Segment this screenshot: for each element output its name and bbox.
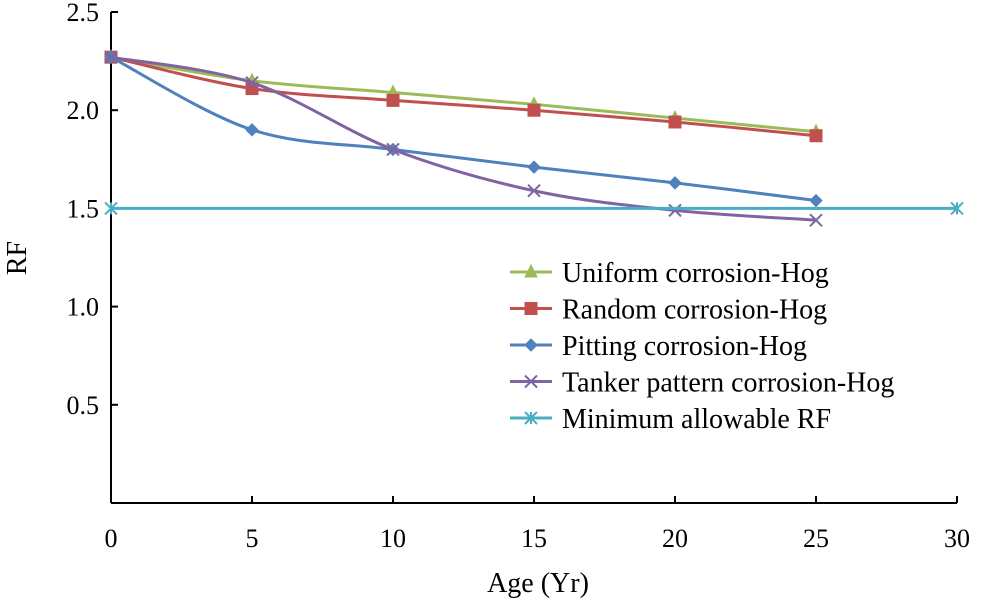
legend-item: Minimum allowable RF [510, 404, 831, 435]
y-axis-title: RF [2, 241, 33, 275]
legend-swatch-marker [524, 411, 538, 425]
legend-item: Uniform corrosion-Hog [510, 258, 829, 289]
y-tick-label: 1.5 [67, 194, 100, 223]
x-tick-label: 5 [246, 524, 259, 553]
data-point [527, 160, 541, 174]
legend-swatch-marker [524, 263, 538, 278]
data-point [386, 93, 400, 107]
y-tick-label: 2.5 [67, 0, 100, 27]
data-point [668, 115, 682, 129]
legend-label: Random corrosion-Hog [562, 295, 827, 326]
legend: Uniform corrosion-Hog Random corrosion-Ho… [510, 258, 894, 435]
y-tick-label: 1.0 [67, 293, 100, 322]
data-point [809, 213, 823, 227]
y-tick-label: 0.5 [67, 391, 100, 420]
x-tick-label: 30 [944, 524, 970, 553]
legend-item: Pitting corrosion-Hog [510, 331, 807, 362]
data-point [245, 123, 259, 137]
x-tick-label: 0 [105, 524, 118, 553]
data-point [809, 129, 823, 143]
ticks: 0 5 10 15 20 25 30 0.5 1.0 1.5 2.0 2.5 [67, 0, 971, 553]
data-point [245, 75, 259, 90]
data-point [527, 184, 541, 198]
series-4 [104, 50, 823, 227]
legend-item: Tanker pattern corrosion-Hog [510, 368, 894, 399]
legend-label: Uniform corrosion-Hog [562, 258, 829, 289]
legend-label: Pitting corrosion-Hog [562, 331, 807, 362]
series-line [110, 55, 817, 222]
x-tick-label: 10 [380, 524, 406, 553]
data-point [668, 203, 682, 218]
series-line [110, 55, 817, 203]
legend-item: Random corrosion-Hog [510, 295, 827, 326]
series-5 [104, 201, 964, 216]
legend-swatch-marker [524, 374, 538, 389]
legend-swatch-marker [524, 302, 538, 315]
series-group [104, 49, 964, 227]
series-line [110, 55, 817, 138]
legend-swatch-marker [524, 338, 538, 352]
data-point [950, 201, 964, 216]
series-1 [104, 49, 823, 138]
x-tick-label: 15 [521, 524, 547, 553]
series-line [110, 55, 817, 134]
x-tick-label: 25 [803, 524, 829, 553]
x-axis-title: Age (Yr) [487, 568, 589, 599]
data-point [668, 176, 682, 190]
data-point [809, 193, 823, 208]
legend-label: Tanker pattern corrosion-Hog [562, 368, 894, 399]
data-point [104, 201, 118, 216]
x-tick-label: 20 [662, 524, 688, 553]
series-2 [104, 50, 823, 143]
data-point [386, 142, 400, 157]
y-tick-label: 2.0 [67, 96, 100, 125]
legend-label: Minimum allowable RF [562, 404, 831, 435]
data-point [104, 50, 118, 64]
data-point [527, 103, 541, 117]
